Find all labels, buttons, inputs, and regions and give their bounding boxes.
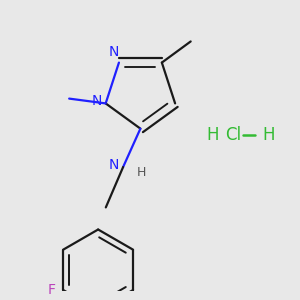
Text: Cl: Cl	[226, 126, 242, 144]
Text: H: H	[136, 166, 146, 179]
Text: H: H	[262, 126, 274, 144]
Text: N: N	[92, 94, 102, 109]
Text: N: N	[109, 45, 119, 59]
Text: H: H	[206, 126, 219, 144]
Text: F: F	[47, 283, 56, 297]
Text: N: N	[109, 158, 119, 172]
